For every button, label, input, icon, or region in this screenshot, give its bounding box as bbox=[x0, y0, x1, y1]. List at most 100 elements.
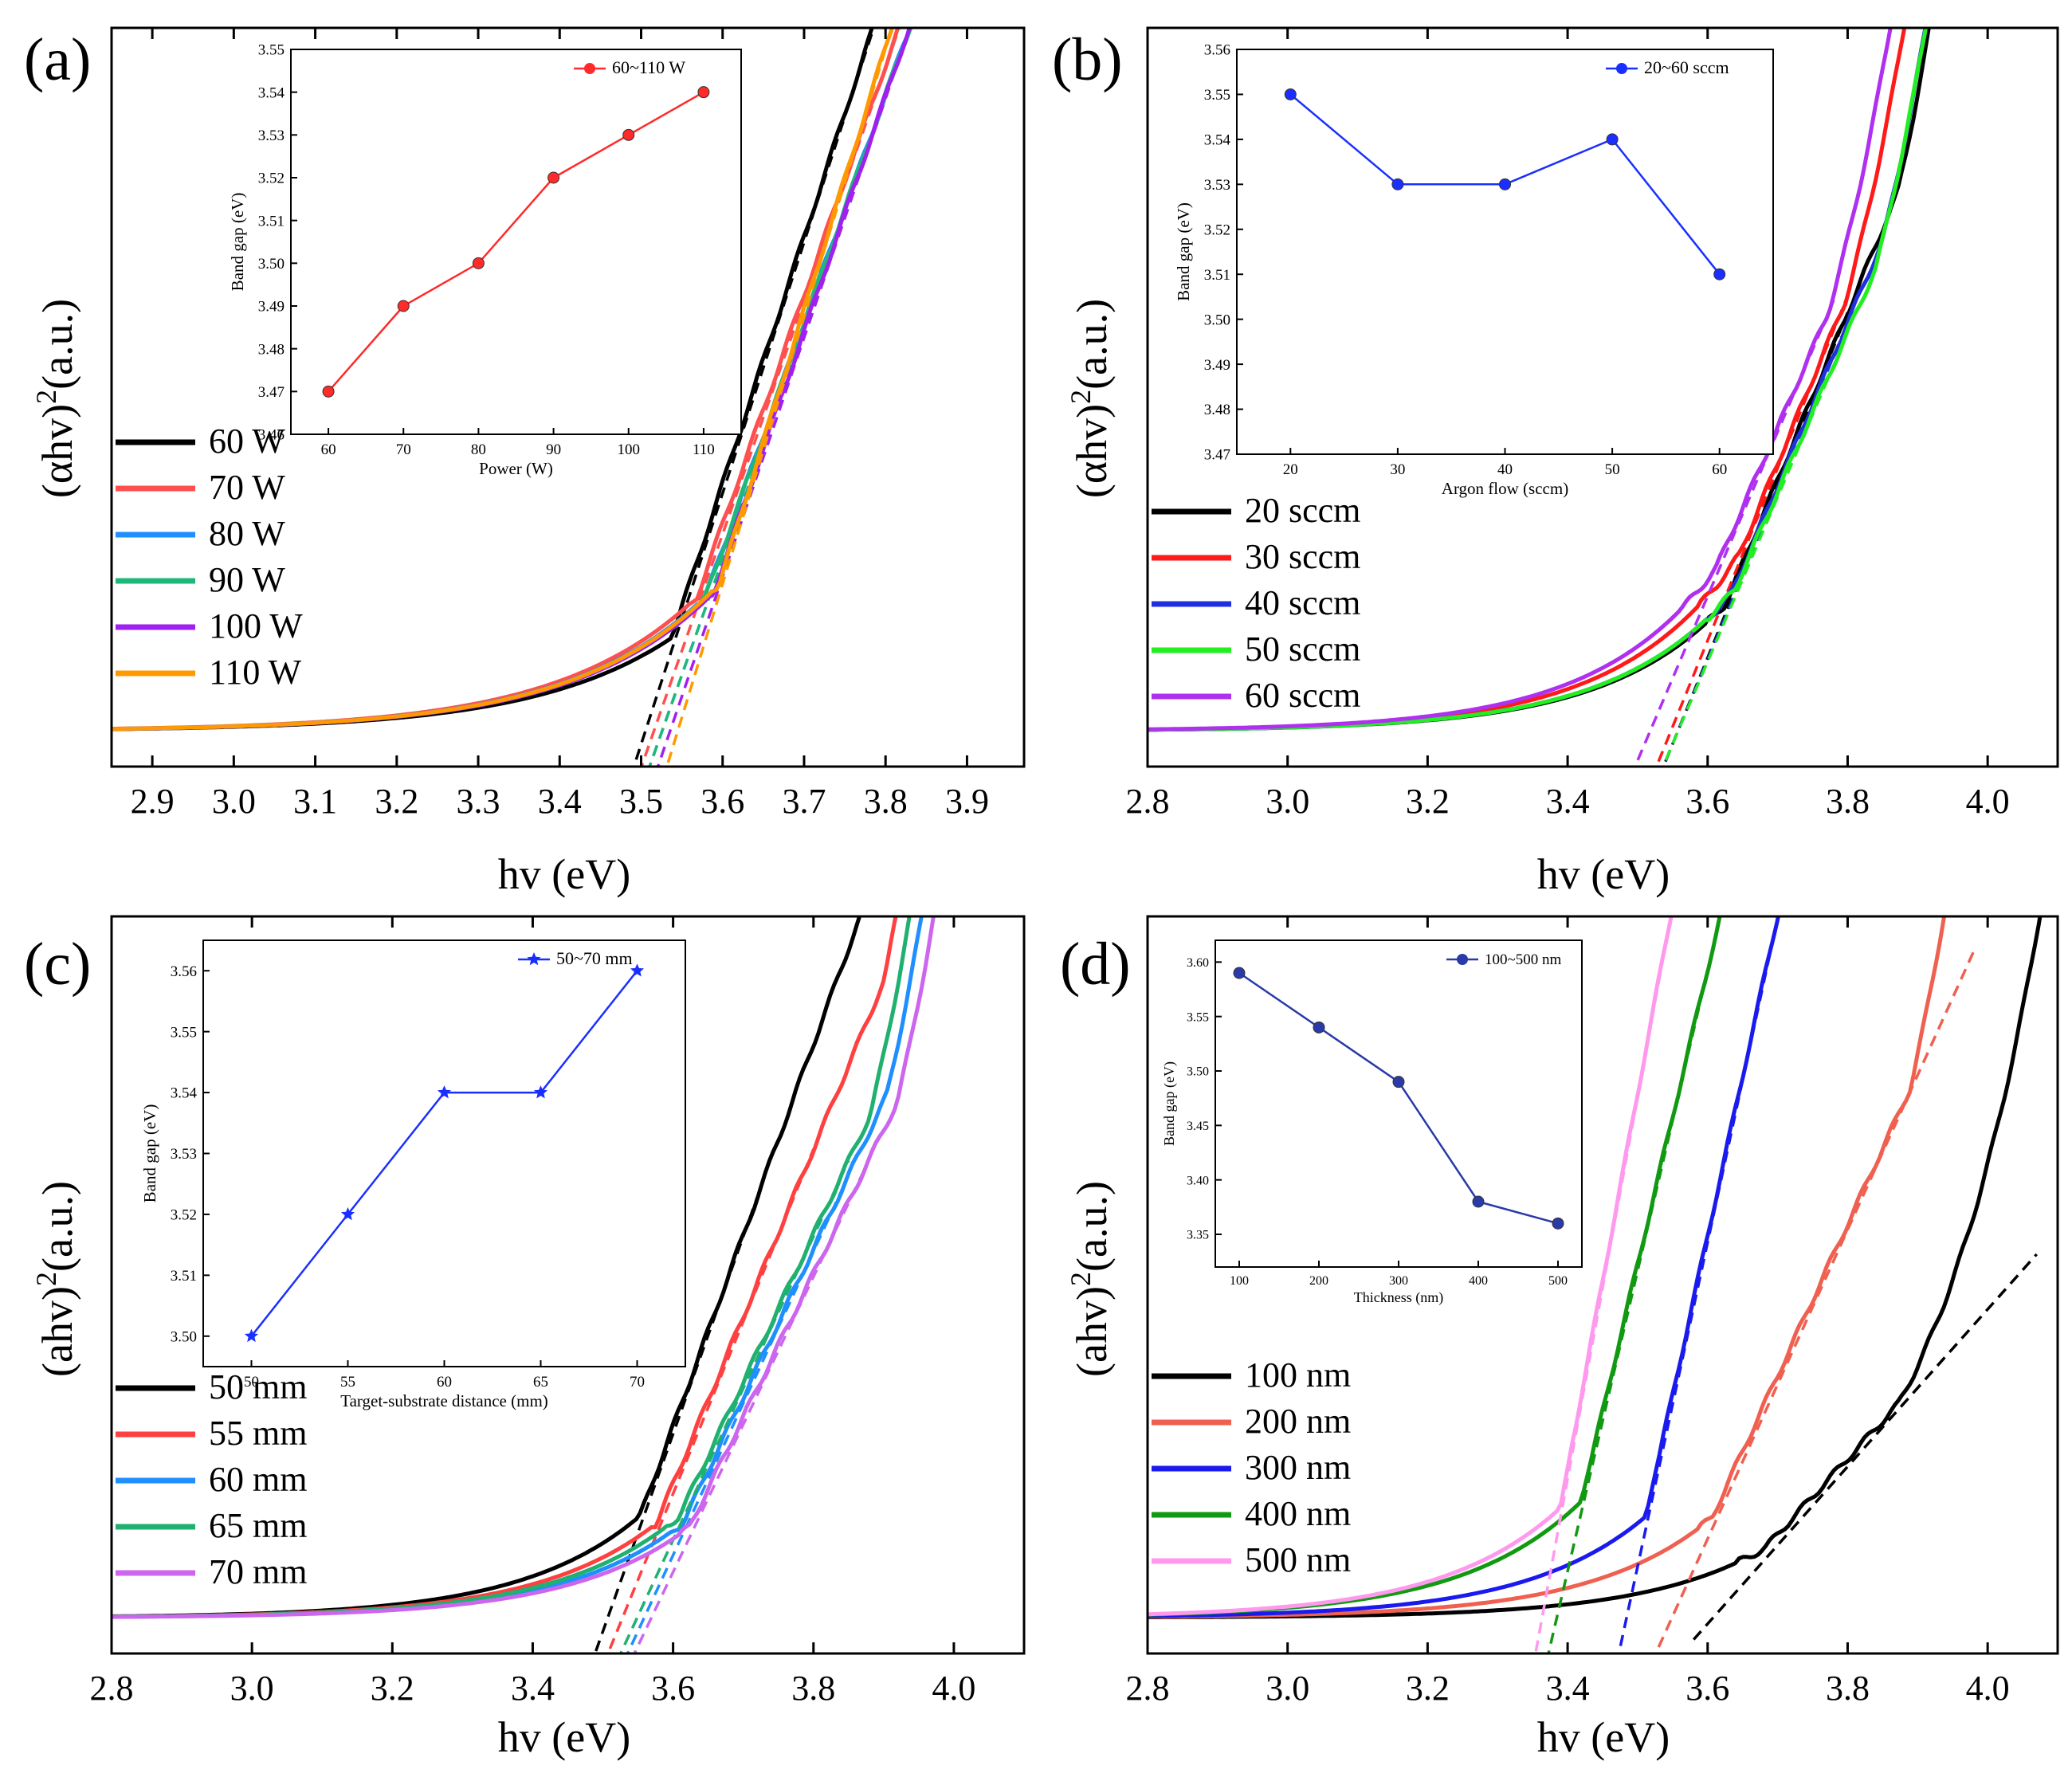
inset-data-point bbox=[1313, 1021, 1325, 1034]
inset-y-tick-label: 3.51 bbox=[258, 213, 285, 229]
inset-y-tick-label: 3.50 bbox=[171, 1328, 197, 1345]
inset-legend-marker bbox=[1457, 954, 1468, 965]
inset-y-tick-label: 3.50 bbox=[1187, 1065, 1209, 1079]
inset-y-tick-label: 3.54 bbox=[171, 1085, 198, 1102]
legend-label: 70 W bbox=[209, 468, 285, 507]
inset-x-axis-label: Argon flow (sccm) bbox=[1442, 479, 1568, 498]
inset-y-tick-label: 3.55 bbox=[171, 1024, 197, 1041]
x-tick-label: 3.9 bbox=[945, 782, 989, 821]
inset-x-tick-label: 50 bbox=[244, 1374, 259, 1391]
inset-y-tick-label: 3.48 bbox=[1204, 402, 1230, 418]
legend-label: 50 mm bbox=[209, 1367, 307, 1406]
y-axis-label-base: (ahv) bbox=[1068, 1286, 1116, 1377]
plot-frame bbox=[110, 26, 1026, 768]
plot-frame bbox=[1146, 26, 2059, 768]
legend-label: 50 sccm bbox=[1245, 630, 1360, 669]
x-tick-label: 3.8 bbox=[1826, 782, 1870, 821]
panel-label: (d) bbox=[1060, 931, 1131, 998]
legend-label: 30 sccm bbox=[1245, 537, 1360, 576]
tangent-fit-110-W bbox=[665, 28, 894, 767]
inset-data-point bbox=[340, 1206, 355, 1221]
inset-x-axis-label: Power (W) bbox=[479, 459, 553, 478]
inset-y-tick-label: 3.52 bbox=[171, 1207, 197, 1224]
inset-c: 50 55 60 65 70 3.50 3.51 3.52 3.53 3.54 3.55 3.56 Ta… bbox=[140, 939, 686, 1410]
legend-label: 100 nm bbox=[1245, 1355, 1351, 1395]
x-tick-label: 3.6 bbox=[700, 782, 744, 821]
x-tick-label: 3.5 bbox=[619, 782, 663, 821]
tangent-fit-100-nm bbox=[1692, 1253, 2038, 1641]
y-axis-label: (αhv)2(a.u.) bbox=[30, 299, 81, 498]
inset-a: 60 70 80 90 100 110 3.46 3.47 3.48 3.49 3.50 3.51 3.… bbox=[228, 42, 742, 478]
y-axis-label-base: (αhv) bbox=[33, 404, 81, 498]
inset-y-axis-label: Band gap (eV) bbox=[1174, 202, 1193, 301]
x-tick-label: 2.8 bbox=[1126, 1669, 1170, 1708]
x-tick-label: 2.8 bbox=[1126, 782, 1170, 821]
x-tick-label: 3.4 bbox=[1546, 1669, 1590, 1708]
tangent-fit-55-mm bbox=[608, 1148, 815, 1650]
x-tick-label: 3.0 bbox=[1266, 1669, 1309, 1708]
inset-legend-label: 100~500 nm bbox=[1485, 951, 1562, 968]
y-axis-label-sup: 2 bbox=[1065, 1272, 1097, 1286]
legend-label: 500 nm bbox=[1245, 1540, 1351, 1579]
tangent-fit-65-mm bbox=[618, 1159, 850, 1653]
spectrum-70-mm bbox=[112, 916, 936, 1619]
inset-data-point bbox=[322, 385, 335, 398]
inset-y-tick-label: 3.48 bbox=[258, 341, 285, 358]
legend-label: 60 W bbox=[209, 422, 285, 461]
inset-y-tick-label: 3.53 bbox=[171, 1146, 197, 1163]
inset-data-point bbox=[1233, 967, 1246, 979]
inset-y-tick-label: 3.49 bbox=[258, 299, 285, 316]
x-tick-label: 3.4 bbox=[1546, 782, 1590, 821]
inset-x-axis-label: Target-substrate distance (mm) bbox=[340, 1391, 548, 1410]
inset-y-tick-label: 3.54 bbox=[1204, 132, 1231, 149]
y-axis-label-base: (ahv) bbox=[33, 1286, 81, 1377]
x-tick-label: 3.6 bbox=[1685, 782, 1729, 821]
inset-y-tick-label: 3.52 bbox=[258, 171, 285, 187]
panel-label: (b) bbox=[1052, 26, 1123, 93]
x-tick-label: 4.0 bbox=[932, 1669, 975, 1708]
inset-frame bbox=[1236, 49, 1774, 455]
inset-y-tick-label: 3.55 bbox=[1187, 1010, 1209, 1024]
legend-label: 80 W bbox=[209, 514, 285, 553]
inset-y-axis-label: Band gap (eV) bbox=[140, 1104, 159, 1203]
inset-y-tick-label: 3.55 bbox=[258, 42, 285, 59]
inset-x-tick-label: 100 bbox=[618, 441, 641, 458]
legend-label: 60 mm bbox=[209, 1460, 307, 1499]
inset-x-tick-label: 400 bbox=[1469, 1274, 1488, 1288]
x-tick-label: 3.8 bbox=[791, 1669, 835, 1708]
inset-y-axis-label: Band gap (eV) bbox=[228, 193, 247, 292]
x-tick-label: 3.8 bbox=[864, 782, 908, 821]
legend-label: 55 mm bbox=[209, 1414, 307, 1453]
inset-data-point bbox=[1392, 1076, 1405, 1089]
x-tick-label: 2.8 bbox=[90, 1669, 134, 1708]
spectrum-60-sccm bbox=[1148, 28, 1893, 732]
inset-y-tick-label: 3.47 bbox=[258, 384, 285, 401]
inset-x-tick-label: 60 bbox=[437, 1374, 452, 1391]
inset-x-tick-label: 65 bbox=[533, 1374, 548, 1391]
inset-data-point bbox=[1391, 178, 1404, 190]
spectrum-200-nm bbox=[1148, 916, 1947, 1619]
inset-legend-marker bbox=[584, 63, 595, 74]
inset-data-point bbox=[1713, 268, 1726, 280]
y-axis-label-tail: (a.u.) bbox=[33, 1181, 81, 1272]
inset-y-tick-label: 3.50 bbox=[1204, 312, 1230, 328]
inset-data-point bbox=[1552, 1217, 1564, 1230]
inset-y-tick-label: 3.54 bbox=[258, 84, 285, 101]
y-axis-label: (αhv)2(a.u.) bbox=[1065, 299, 1116, 498]
inset-y-tick-label: 3.45 bbox=[1187, 1120, 1209, 1133]
legend-label: 70 mm bbox=[209, 1552, 307, 1591]
inset-x-tick-label: 30 bbox=[1390, 461, 1405, 478]
inset-x-axis-label: Thickness (nm) bbox=[1354, 1289, 1443, 1306]
legend-label: 65 mm bbox=[209, 1506, 307, 1545]
inset-data-point bbox=[1606, 133, 1619, 146]
panel-d: (d) 2.8 3.0 3.2 3.4 3.6 3.8 4.0 hv (eV) (ahv)2(a.… bbox=[1060, 915, 2059, 1761]
y-axis-label-sup: 2 bbox=[1065, 390, 1097, 404]
inset-y-tick-label: 3.35 bbox=[1187, 1229, 1209, 1242]
inset-x-tick-label: 110 bbox=[693, 441, 715, 458]
inset-data-point bbox=[437, 1085, 452, 1099]
plot-frame bbox=[1146, 915, 2059, 1655]
panel-b: (b) 2.8 3.0 3.2 3.4 3.6 3.8 4.0 hv (eV) (αhv)2(a.… bbox=[1052, 26, 2059, 898]
inset-y-axis-label: Band gap (eV) bbox=[1161, 1061, 1178, 1146]
inset-x-tick-label: 100 bbox=[1230, 1274, 1249, 1288]
legend-label: 100 W bbox=[209, 606, 303, 645]
